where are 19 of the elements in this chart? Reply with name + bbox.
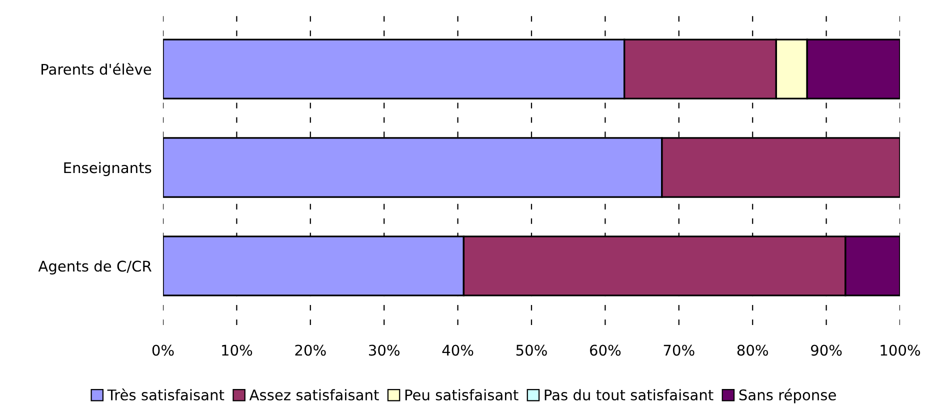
legend-label: Assez satisfaisant [249, 389, 379, 400]
x-tick-label: 10% [222, 344, 252, 356]
y-tick-label: Parents d'élève [42, 62, 152, 75]
x-tick-label: 60% [590, 344, 621, 356]
legend-label: Sans réponse [739, 388, 836, 404]
legend-label: Très satisfaisant [107, 388, 224, 400]
legend-label: Peu satisfaisant [405, 389, 518, 400]
x-tick-label: 50% [516, 344, 547, 356]
x-tick-label: 40% [442, 344, 474, 356]
x-tick-label: 0% [152, 344, 174, 356]
y-tick-label: Agents de C/CR [38, 260, 152, 275]
y-tick-label: Enseignants [64, 162, 152, 176]
x-tick-label: 80% [737, 344, 768, 356]
x-tick-label: 70% [664, 344, 694, 356]
x-tick-label: 30% [369, 344, 400, 356]
x-tick-label: 100% [880, 344, 920, 356]
x-tick-label: 20% [295, 344, 326, 356]
x-tick-label: 90% [811, 344, 842, 356]
legend-label: Pas du tout satisfaisant [544, 389, 714, 400]
